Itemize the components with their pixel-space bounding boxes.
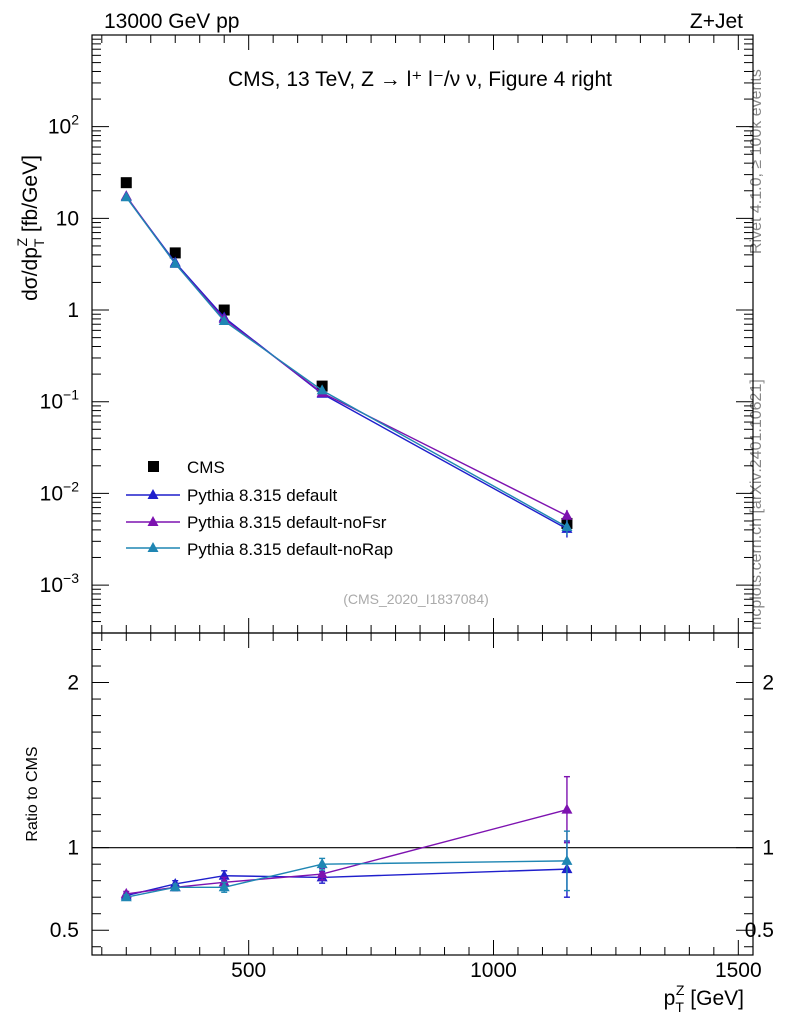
cms-data-point bbox=[218, 304, 230, 316]
energy-label: 13000 GeV pp bbox=[104, 10, 239, 33]
y-tick-label-base: 10 bbox=[56, 207, 79, 230]
ratio-y-tick-label: 1 bbox=[67, 837, 79, 860]
y-tick-label-exp: 2 bbox=[71, 112, 79, 128]
mc-data-point bbox=[316, 384, 328, 395]
mc-data-point bbox=[120, 191, 132, 202]
y-tick-label: 10 bbox=[56, 207, 79, 230]
mc-data-point bbox=[561, 509, 573, 520]
y-tick-label-base: 10 bbox=[48, 116, 71, 139]
x-axis-title-sup: Z bbox=[676, 982, 685, 998]
ratio-y-tick-labels: 0.5 1 2 bbox=[50, 672, 79, 943]
y-tick-label-base: 10 bbox=[40, 391, 63, 414]
y-tick-label-base: 10 bbox=[40, 482, 63, 505]
ratio-y-tick-label-right: 2 bbox=[762, 672, 774, 695]
ratio-panel: 0.5 1 2 0.5 1 2 500 1000 1500 Ratio to CMS pTZ… bbox=[24, 632, 774, 1015]
y-tick-label: 10−1 bbox=[40, 387, 80, 414]
ratio-y-axis-title: Ratio to CMS bbox=[24, 746, 41, 841]
mc-data-point bbox=[561, 520, 573, 531]
ratio-y-tick-label: 2 bbox=[67, 672, 79, 695]
legend-marker-default bbox=[147, 489, 159, 499]
y-axis-title-sub: T bbox=[31, 238, 47, 247]
ratio-data-point bbox=[561, 854, 573, 865]
x-tick-label: 500 bbox=[231, 959, 266, 982]
y-tick-label: 102 bbox=[48, 112, 79, 139]
legend-label-cms: CMS bbox=[187, 458, 225, 477]
x-tick-labels: 500 1000 1500 bbox=[231, 959, 762, 982]
ratio-y-tick-label-right: 0.5 bbox=[745, 919, 774, 942]
y-axis-title-base: dσ/dp bbox=[19, 247, 42, 301]
y-tick-label-base: 10 bbox=[40, 574, 63, 597]
ratio-data-point bbox=[561, 803, 573, 814]
legend-marker-norap bbox=[147, 542, 159, 552]
y-axis-title-sup: Z bbox=[14, 238, 30, 247]
mcplots-side-label: mcplots.cern.ch [arXiv:2401.10621] bbox=[748, 379, 765, 630]
y-tick-label-base: 1 bbox=[67, 299, 79, 322]
x-axis-title-unit: [GeV] bbox=[684, 987, 744, 1010]
legend-marker-nofsr bbox=[147, 516, 159, 526]
x-axis-title-base: p bbox=[664, 987, 676, 1010]
main-data-marks bbox=[120, 177, 573, 538]
mc-data-point bbox=[218, 314, 230, 325]
chart-title: CMS, 13 TeV, Z → l⁺ l⁻/ν ν, Figure 4 rig… bbox=[228, 68, 612, 91]
cms-data-point bbox=[120, 177, 132, 189]
x-axis-title-sub: T bbox=[675, 999, 684, 1015]
analysis-id: (CMS_2020_I1837084) bbox=[343, 591, 489, 607]
ratio-y-tick-labels-right: 0.5 1 2 bbox=[745, 672, 774, 943]
ratio-y-tick-label-right: 1 bbox=[762, 837, 774, 860]
y-tick-label: 10−2 bbox=[40, 478, 80, 505]
ratio-data-point bbox=[316, 858, 328, 869]
legend-label-norap: Pythia 8.315 default-noRap bbox=[187, 540, 393, 559]
ratio-frame bbox=[91, 632, 754, 956]
y-axis-title-unit: [fb/GeV] bbox=[19, 155, 42, 238]
y-tick-label: 1 bbox=[67, 299, 79, 322]
x-tick-label: 1500 bbox=[715, 959, 762, 982]
legend-label-default: Pythia 8.315 default bbox=[187, 486, 338, 505]
rivet-side-label: Rivet 4.1.0, ≥ 100k events bbox=[748, 69, 765, 254]
y-axis-title: dσ/dpTZ [fb/GeV] bbox=[14, 155, 47, 301]
y-tick-label-exp: −3 bbox=[63, 570, 79, 586]
mc-series-line-1 bbox=[125, 196, 568, 530]
legend-label-nofsr: Pythia 8.315 default-noFsr bbox=[187, 513, 387, 532]
ratio-y-tick-label: 0.5 bbox=[50, 919, 79, 942]
process-label: Z+Jet bbox=[690, 10, 743, 33]
ratio-data-point bbox=[169, 881, 181, 892]
ratio-axis-ticks bbox=[92, 632, 753, 955]
x-axis-title: pTZ [GeV] bbox=[664, 982, 744, 1015]
legend: CMS Pythia 8.315 default Pythia 8.315 de… bbox=[126, 458, 393, 559]
ratio-data-point bbox=[120, 891, 132, 902]
x-tick-label: 1000 bbox=[470, 959, 517, 982]
ratio-series-line-2 bbox=[126, 860, 567, 898]
ratio-data-marks bbox=[120, 775, 573, 902]
y-tick-label-exp: −2 bbox=[63, 478, 79, 494]
mc-series-line-3 bbox=[125, 196, 568, 528]
ratio-data-point bbox=[316, 868, 328, 879]
legend-marker-cms bbox=[148, 461, 159, 472]
ratio-series-line-0 bbox=[126, 868, 567, 897]
mc-data-point bbox=[169, 257, 181, 268]
y-tick-label-exp: −1 bbox=[63, 387, 79, 403]
main-axis-ticks bbox=[92, 34, 753, 634]
cms-data-point bbox=[169, 247, 181, 259]
y-tick-label: 10−3 bbox=[40, 570, 80, 597]
ratio-data-point bbox=[218, 881, 230, 892]
